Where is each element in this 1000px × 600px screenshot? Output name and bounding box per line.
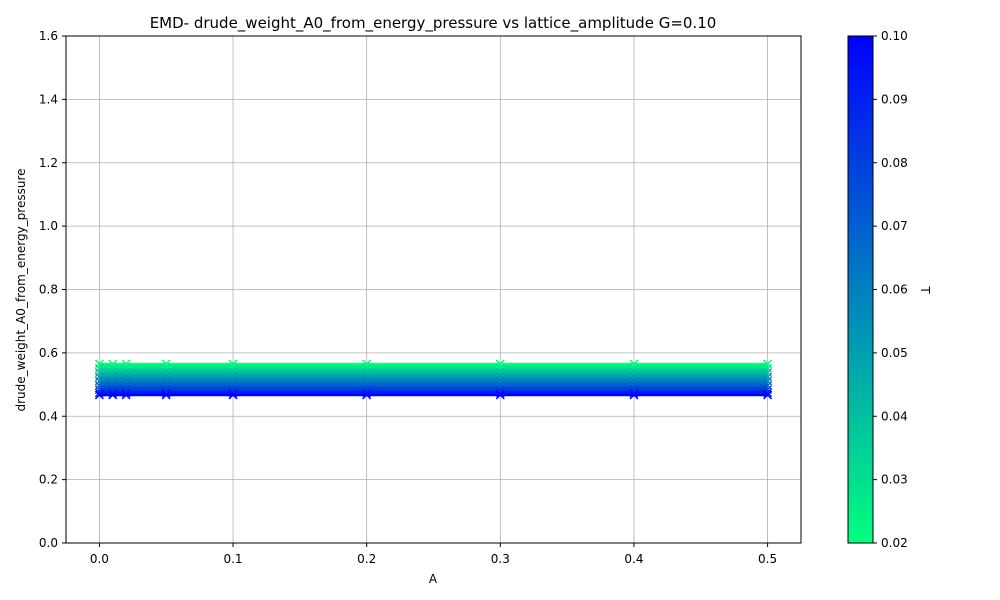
- data-point-marker: [161, 380, 171, 391]
- data-point-marker: [161, 372, 171, 382]
- y-tick-label: 0.0: [39, 536, 58, 550]
- y-tick-label: 0.2: [39, 473, 58, 487]
- colorbar-tick-label: 0.05: [881, 346, 908, 360]
- data-point-marker: [121, 390, 131, 400]
- y-tick-label: 0.8: [39, 283, 58, 297]
- colorbar: [847, 35, 874, 544]
- data-point-marker: [108, 380, 118, 391]
- data-point-marker: [228, 390, 238, 400]
- data-point-marker: [763, 390, 773, 400]
- data-point-marker: [228, 372, 238, 382]
- series-layer: [94, 359, 773, 400]
- grid-lines: [66, 35, 801, 544]
- data-point-marker: [495, 390, 505, 400]
- data-point-marker: [763, 380, 773, 391]
- x-tick-label: 0.2: [357, 552, 376, 566]
- data-point-marker: [228, 363, 238, 373]
- colorbar-label: T: [918, 285, 932, 294]
- y-tick-label: 1.0: [39, 219, 58, 233]
- data-point-marker: [629, 390, 639, 400]
- data-point-marker: [629, 363, 639, 373]
- data-point-marker: [108, 372, 118, 382]
- data-point-marker: [121, 372, 131, 382]
- x-tick-label: 0.3: [491, 552, 510, 566]
- data-point-marker: [495, 380, 505, 391]
- data-point-marker: [362, 372, 372, 382]
- data-point-marker: [94, 380, 104, 391]
- colorbar-tick-label: 0.04: [881, 409, 908, 423]
- y-axis-label: drude_weight_A0_from_energy_pressure: [14, 168, 28, 411]
- y-axis-ticks: 0.0 0.2 0.4 0.6 0.8 1.0 1.2 1.4 1.6: [39, 29, 66, 550]
- data-point-marker: [108, 363, 118, 373]
- y-tick-label: 1.4: [39, 92, 58, 106]
- colorbar-tick-label: 0.10: [881, 29, 908, 43]
- y-tick-label: 1.6: [39, 29, 58, 43]
- data-point-marker: [121, 380, 131, 391]
- x-axis-ticks: 0.0 0.1 0.2 0.3 0.4 0.5: [90, 543, 777, 566]
- colorbar-tick-label: 0.03: [881, 473, 908, 487]
- chart-title: EMD- drude_weight_A0_from_energy_pressur…: [150, 14, 717, 33]
- data-point-marker: [228, 380, 238, 391]
- colorbar-tick-label: 0.08: [881, 156, 908, 170]
- x-tick-label: 0.1: [223, 552, 242, 566]
- data-point-marker: [108, 390, 118, 400]
- colorbar-ticks: 0.02 0.03 0.04 0.05 0.06 0.07 0.08 0.09 0.10: [873, 29, 908, 550]
- data-point-marker: [94, 390, 104, 400]
- colorbar-tick-label: 0.02: [881, 536, 908, 550]
- colorbar-tick-label: 0.09: [881, 92, 908, 106]
- x-axis-label: A: [429, 572, 438, 586]
- data-point-marker: [94, 363, 104, 373]
- colorbar-tick-label: 0.06: [881, 283, 908, 297]
- data-point-marker: [495, 372, 505, 382]
- x-tick-label: 0.5: [758, 552, 777, 566]
- y-tick-label: 1.2: [39, 156, 58, 170]
- data-point-marker: [763, 372, 773, 382]
- data-point-marker: [763, 363, 773, 373]
- data-point-marker: [161, 363, 171, 373]
- x-tick-label: 0.4: [624, 552, 643, 566]
- data-point-marker: [121, 363, 131, 373]
- data-point-marker: [362, 390, 372, 400]
- x-tick-label: 0.0: [90, 552, 109, 566]
- data-point-marker: [94, 372, 104, 382]
- y-tick-label: 0.6: [39, 346, 58, 360]
- data-point-marker: [161, 390, 171, 400]
- data-point-marker: [362, 363, 372, 373]
- y-tick-label: 0.4: [39, 409, 58, 423]
- colorbar-tick-label: 0.07: [881, 219, 908, 233]
- data-point-marker: [495, 363, 505, 373]
- data-point-marker: [629, 372, 639, 382]
- data-point-marker: [362, 380, 372, 391]
- data-point-marker: [629, 380, 639, 391]
